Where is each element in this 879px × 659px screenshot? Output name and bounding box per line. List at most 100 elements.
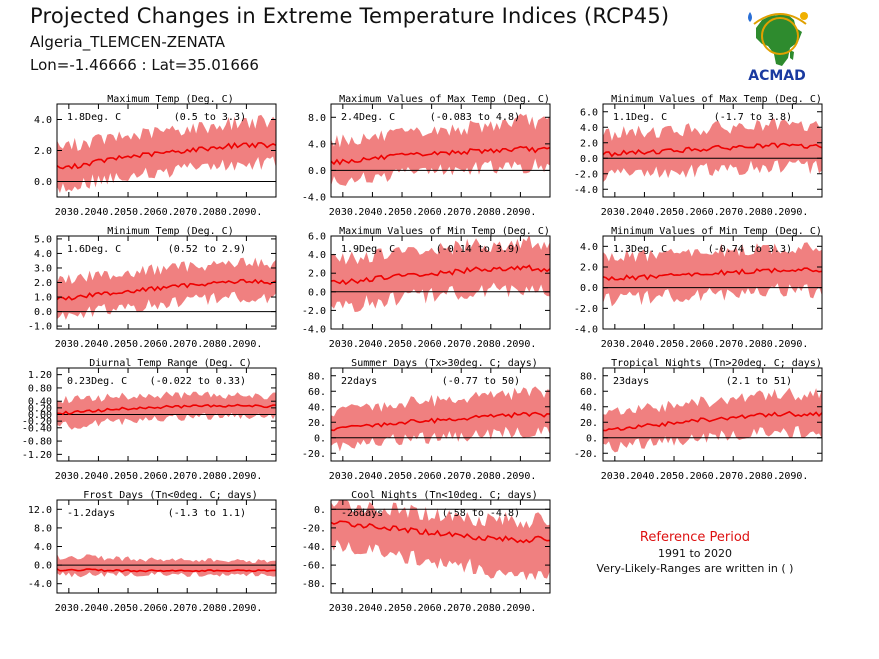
y-tick-label: -60.	[302, 561, 326, 572]
x-tick-label: 2060.	[418, 339, 448, 350]
y-tick-label: -2.0	[574, 304, 598, 315]
mean-line	[57, 141, 276, 170]
y-tick-label: 4.0	[580, 242, 598, 253]
x-tick-label: 2090.	[506, 603, 536, 614]
y-tick-label: 0.20	[28, 403, 52, 414]
x-tick-label: 2040.	[630, 207, 660, 218]
x-tick-label: 2040.	[358, 207, 388, 218]
likely-range-band	[57, 554, 276, 578]
chart-summary: 1.9Deg. C	[341, 244, 395, 255]
x-tick-label: 2040.	[630, 471, 660, 482]
y-tick-label: 2.0	[580, 263, 598, 274]
y-tick-label: 0.0	[34, 561, 52, 572]
y-tick-label: 4.0	[308, 139, 326, 150]
chart-title: Minimum Values of Min Temp (Deg. C)	[611, 226, 822, 237]
x-tick-label: 2060.	[418, 471, 448, 482]
y-tick-label: 0.00	[28, 410, 52, 421]
x-tick-label: 2060.	[144, 603, 174, 614]
x-tick-label: 2090.	[778, 339, 808, 350]
y-tick-label: -2.0	[302, 306, 326, 317]
y-tick-label: -0.80	[22, 437, 52, 448]
reference-title: Reference Period	[639, 530, 751, 545]
x-tick-label: 2080.	[203, 207, 233, 218]
y-tick-label: 20.	[580, 418, 598, 429]
mean-line	[57, 568, 276, 573]
y-tick-label: 6.0	[580, 107, 598, 118]
x-tick-label: 2070.	[447, 339, 477, 350]
mean-line	[57, 403, 276, 416]
chart-range: (-0.77 to 50)	[442, 376, 520, 387]
x-tick-label: 2030.	[601, 207, 631, 218]
chart-frame	[602, 103, 823, 198]
y-tick-label: 1.0	[34, 293, 52, 304]
x-tick-label: 2060.	[144, 339, 174, 350]
chart-panel: -4.0 -2.0 0.0 2.0 4.0 6.0 2030. 2040. 2050. 2060.…	[302, 226, 551, 350]
y-tick-label: 4.0	[34, 542, 52, 553]
x-tick-label: 2040.	[358, 603, 388, 614]
y-tick-label: 0.	[314, 433, 326, 444]
y-tick-label: -4.0	[28, 579, 52, 590]
x-tick-label: 2070.	[719, 471, 749, 482]
chart-title: Maximum Temp (Deg. C)	[107, 94, 233, 105]
chart-frame	[602, 367, 823, 462]
x-tick-label: 2030.	[55, 471, 85, 482]
x-tick-label: 2070.	[719, 207, 749, 218]
y-tick-label: 0.	[586, 433, 598, 444]
x-tick-label: 2090.	[232, 207, 262, 218]
x-tick-label: 2050.	[660, 339, 690, 350]
x-tick-label: 2060.	[144, 471, 174, 482]
likely-range-band	[57, 114, 276, 194]
y-tick-label: 0.80	[28, 383, 52, 394]
chart-range: (-1.3 to 1.1)	[168, 508, 246, 519]
x-tick-label: 2070.	[173, 603, 203, 614]
page-title: Projected Changes in Extreme Temperature…	[30, 4, 670, 28]
x-tick-label: 2050.	[114, 603, 144, 614]
africa-logo-icon	[748, 12, 808, 66]
y-tick-label: -2.0	[574, 169, 598, 180]
chart-summary: -26days	[341, 508, 383, 519]
x-tick-label: 2060.	[690, 207, 720, 218]
chart-range: (0.5 to 3.3)	[174, 112, 246, 123]
x-tick-label: 2080.	[203, 603, 233, 614]
chart-panel: -4.0 0.0 4.0 8.0 12.0 2030. 2040. 2050. 2060. 207…	[28, 490, 277, 614]
chart-title: Maximum Values of Max Temp (Deg. C)	[339, 94, 550, 105]
mean-line	[603, 142, 822, 158]
mean-line	[331, 264, 550, 286]
chart-title: Frost Days (Tn<0deg. C; days)	[83, 490, 258, 501]
x-tick-label: 2030.	[329, 603, 359, 614]
station-name: Algeria_TLEMCEN-ZENATA	[30, 33, 226, 51]
y-tick-label: 2.0	[34, 146, 52, 157]
x-tick-label: 2070.	[447, 603, 477, 614]
x-tick-label: 2070.	[173, 207, 203, 218]
x-tick-label: 2040.	[630, 339, 660, 350]
x-tick-label: 2070.	[173, 339, 203, 350]
chart-range: (2.1 to 51)	[726, 376, 792, 387]
mean-line	[603, 410, 822, 432]
x-tick-label: 2030.	[55, 339, 85, 350]
x-tick-label: 2060.	[690, 471, 720, 482]
x-tick-label: 2040.	[358, 339, 388, 350]
chart-title: Summer Days (Tx>30deg. C; days)	[351, 358, 538, 369]
y-tick-label: 60.	[308, 387, 326, 398]
y-tick-label: 40.	[308, 402, 326, 413]
likely-range-band	[331, 236, 550, 313]
x-tick-label: 2050.	[388, 603, 418, 614]
x-tick-label: 2050.	[114, 471, 144, 482]
chart-summary: 22days	[341, 376, 377, 387]
y-tick-label: 4.0	[34, 115, 52, 126]
x-tick-label: 2070.	[447, 207, 477, 218]
y-tick-label: -4.0	[302, 325, 326, 336]
y-tick-label: 0.	[314, 505, 326, 516]
x-tick-label: 2060.	[418, 207, 448, 218]
y-tick-label: 4.0	[308, 250, 326, 261]
x-tick-label: 2080.	[477, 339, 507, 350]
x-tick-label: 2080.	[477, 603, 507, 614]
chart-panel: 0.0 2.0 4.0 2030. 2040. 2050. 2060. 2070. 2080. 2…	[34, 94, 277, 218]
chart-title: Maximum Values of Min Temp (Deg. C)	[339, 226, 550, 237]
chart-title: Minimum Values of Max Temp (Deg. C)	[611, 94, 822, 105]
chart-panel: -1.20 -0.80 -0.40-0.200.000.200.40 0.80 1.20…	[22, 358, 277, 482]
y-tick-label: 0.0	[308, 166, 326, 177]
logo-text: ACMAD	[748, 68, 806, 84]
x-tick-label: 2030.	[329, 471, 359, 482]
chart-panel: -4.0 -2.0 0.0 2.0 4.0 2030. 2040. 2050. 2060. 207…	[574, 226, 823, 350]
